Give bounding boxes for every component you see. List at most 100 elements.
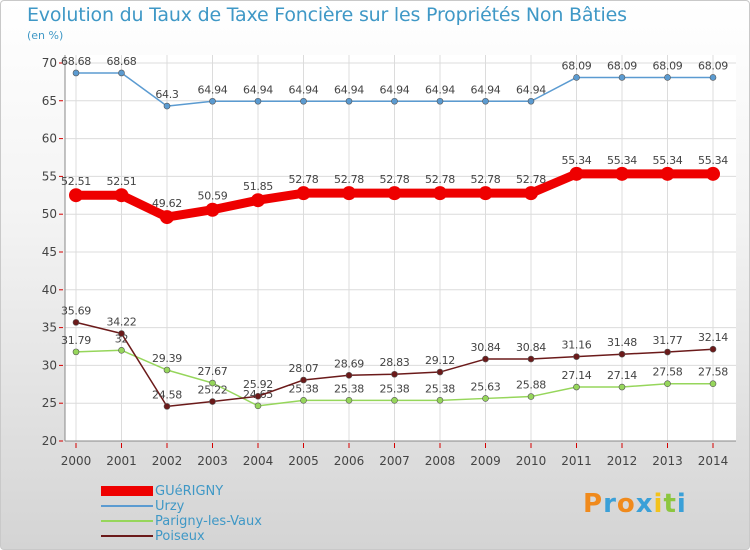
data-label: 49.62 <box>152 197 182 210</box>
data-point <box>618 350 626 358</box>
data-label: 64.94 <box>243 83 273 96</box>
data-label: 52.78 <box>425 173 455 186</box>
data-label: 27.14 <box>607 369 637 382</box>
data-point <box>527 355 535 363</box>
data-point <box>254 392 262 400</box>
data-label: 52.78 <box>471 173 501 186</box>
plot-area <box>65 55 736 441</box>
logo-letter: t <box>663 489 677 519</box>
data-point <box>573 353 580 360</box>
data-point <box>569 166 584 181</box>
logo-letter: o <box>616 489 636 519</box>
data-point <box>345 372 353 379</box>
data-point <box>391 97 398 105</box>
data-point <box>300 97 307 105</box>
data-point <box>436 368 444 376</box>
x-tick-label: 2010 <box>516 454 547 468</box>
legend-swatch <box>101 535 153 537</box>
data-label: 28.69 <box>334 357 364 370</box>
y-tick-label: 35 <box>42 321 57 335</box>
data-label: 31.79 <box>61 334 91 347</box>
legend-item: Parigny-les-Vaux <box>101 514 361 529</box>
data-label: 28.83 <box>380 356 410 369</box>
data-point <box>342 186 356 201</box>
data-point <box>664 74 671 81</box>
data-point <box>573 74 580 81</box>
data-label: 68.09 <box>607 59 637 72</box>
x-tick-label: 2008 <box>425 454 456 468</box>
data-point <box>118 69 125 77</box>
data-label: 25.88 <box>516 379 546 392</box>
x-tick-label: 2004 <box>243 454 274 468</box>
legend: GUéRIGNY Urzy Parigny-les-Vaux Poiseux <box>101 484 361 544</box>
data-label: 25.63 <box>471 380 501 393</box>
logo-letter: i <box>653 489 664 519</box>
data-point <box>391 370 398 378</box>
data-label: 52.78 <box>380 173 410 186</box>
data-label: 30.84 <box>471 341 501 354</box>
data-label: 64.3 <box>155 88 179 101</box>
logo-letter: i <box>676 489 687 519</box>
data-point <box>482 97 489 105</box>
y-tick-label: 50 <box>42 207 57 221</box>
data-point <box>72 69 80 77</box>
data-label: 25.22 <box>198 384 228 397</box>
legend-label: Poiseux <box>155 529 205 544</box>
data-label: 64.94 <box>425 83 455 96</box>
data-label: 27.58 <box>698 366 728 379</box>
x-tick-label: 2014 <box>698 454 729 468</box>
data-label: 52.78 <box>289 173 319 186</box>
data-label: 25.92 <box>243 378 273 391</box>
data-label: 55.34 <box>607 154 637 167</box>
data-point <box>482 355 489 363</box>
legend-item: Poiseux <box>101 529 361 544</box>
y-tick-label: 25 <box>42 396 57 410</box>
data-point <box>660 166 675 181</box>
data-point <box>163 403 171 410</box>
legend-item: GUéRIGNY <box>101 484 361 499</box>
data-label: 27.58 <box>653 366 683 379</box>
legend-swatch <box>101 520 153 522</box>
data-point <box>387 186 402 201</box>
data-point <box>391 397 398 404</box>
data-point <box>618 74 626 81</box>
data-point <box>160 210 174 225</box>
y-tick-label: 30 <box>42 358 57 372</box>
data-label: 55.34 <box>653 154 683 167</box>
data-label: 64.94 <box>289 83 319 96</box>
data-point <box>433 186 447 201</box>
x-tick-label: 2000 <box>61 454 92 468</box>
y-tick-label: 20 <box>42 434 57 448</box>
legend-item: Urzy <box>101 499 361 514</box>
data-label: 68.09 <box>698 59 728 72</box>
x-tick-label: 2009 <box>470 454 501 468</box>
x-tick-label: 2011 <box>561 454 592 468</box>
data-label: 27.67 <box>198 365 228 378</box>
data-label: 68.68 <box>61 55 91 68</box>
x-tick-label: 2002 <box>152 454 183 468</box>
data-label: 55.34 <box>562 154 592 167</box>
data-point <box>209 379 216 387</box>
data-label: 31.48 <box>607 336 637 349</box>
data-label: 64.94 <box>471 83 501 96</box>
data-point <box>706 166 720 181</box>
y-tick-label: 45 <box>42 245 57 259</box>
x-tick-label: 2006 <box>334 454 365 468</box>
x-tick-label: 2003 <box>197 454 228 468</box>
y-tick-label: 70 <box>42 56 57 70</box>
data-point <box>709 345 717 353</box>
logo-letter: P <box>583 489 604 519</box>
data-point <box>482 395 489 402</box>
data-label: 64.94 <box>198 83 228 96</box>
data-point <box>573 383 580 391</box>
x-tick-label: 2001 <box>106 454 137 468</box>
data-label: 55.34 <box>698 154 728 167</box>
data-point <box>114 188 129 203</box>
legend-label: Urzy <box>155 499 185 514</box>
data-point <box>527 393 535 400</box>
data-point <box>664 348 671 356</box>
logo-letter: x <box>635 489 654 519</box>
data-point <box>709 380 717 387</box>
